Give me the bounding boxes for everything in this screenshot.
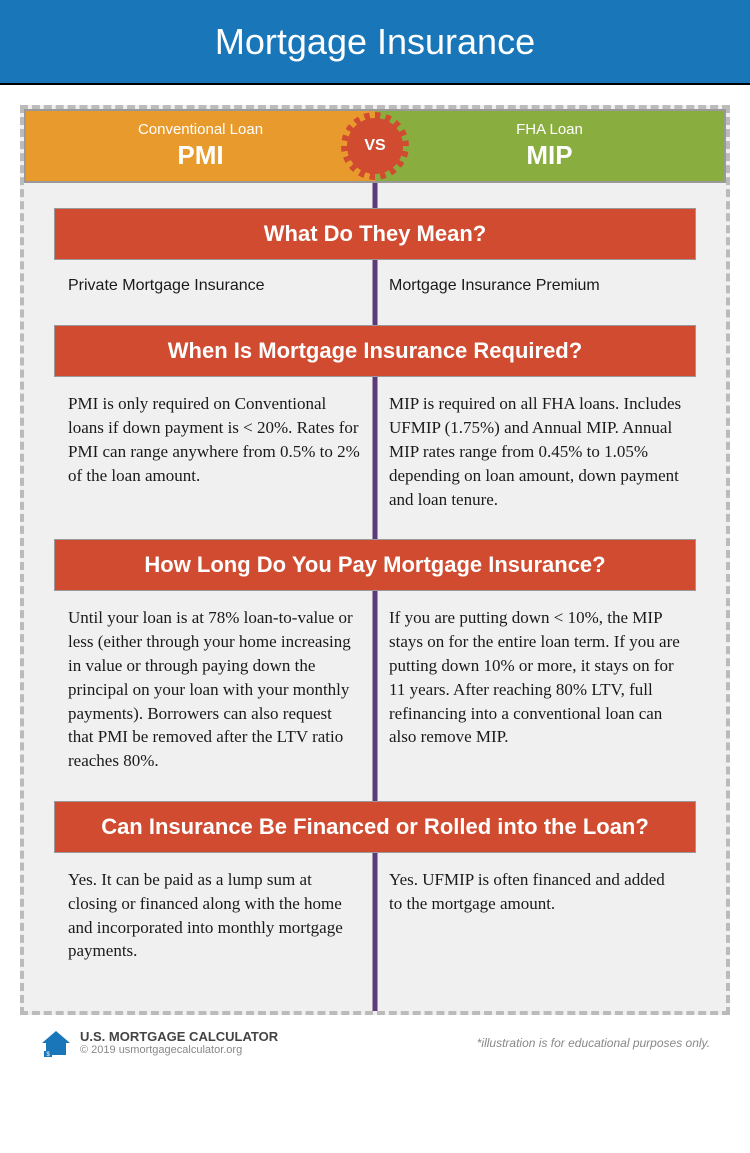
comparison-row: Private Mortgage InsuranceMortgage Insur… xyxy=(54,275,696,297)
section-title: Can Insurance Be Financed or Rolled into… xyxy=(54,801,696,853)
comparison-row: PMI is only required on Conventional loa… xyxy=(54,392,696,511)
left-cell: PMI is only required on Conventional loa… xyxy=(54,392,375,511)
footer: $ U.S. MORTGAGE CALCULATOR © 2019 usmort… xyxy=(20,1015,730,1067)
right-cell: MIP is required on all FHA loans. Includ… xyxy=(375,392,696,511)
footer-text: U.S. MORTGAGE CALCULATOR © 2019 usmortga… xyxy=(80,1029,278,1058)
right-loan-type: FHA Loan xyxy=(385,121,714,138)
section-title: How Long Do You Pay Mortgage Insurance? xyxy=(54,539,696,591)
footer-copyright: © 2019 usmortgagecalculator.org xyxy=(80,1044,278,1057)
comparison-row: Yes. It can be paid as a lump sum at clo… xyxy=(54,868,696,963)
comparison-box: Conventional Loan PMI FHA Loan MIP VS Wh… xyxy=(20,105,730,1015)
footer-brand: U.S. MORTGAGE CALCULATOR xyxy=(80,1029,278,1045)
left-loan-abbr: PMI xyxy=(36,140,365,171)
left-cell: Private Mortgage Insurance xyxy=(54,275,375,297)
vs-badge: VS xyxy=(347,118,403,174)
right-loan-abbr: MIP xyxy=(385,140,714,171)
mip-header: FHA Loan MIP xyxy=(375,111,724,181)
pmi-header: Conventional Loan PMI xyxy=(26,111,375,181)
section: How Long Do You Pay Mortgage Insurance? U… xyxy=(54,539,696,773)
left-cell: Until your loan is at 78% loan-to-value … xyxy=(54,606,375,773)
page-header: Mortgage Insurance xyxy=(0,0,750,85)
right-cell: Yes. UFMIP is often financed and added t… xyxy=(375,868,696,963)
footer-left: $ U.S. MORTGAGE CALCULATOR © 2019 usmort… xyxy=(40,1027,278,1059)
page-title: Mortgage Insurance xyxy=(215,21,535,63)
house-logo-icon: $ xyxy=(40,1027,72,1059)
comparison-row: Until your loan is at 78% loan-to-value … xyxy=(54,606,696,773)
right-cell: If you are putting down < 10%, the MIP s… xyxy=(375,606,696,773)
right-cell: Mortgage Insurance Premium xyxy=(375,275,696,297)
section: Can Insurance Be Financed or Rolled into… xyxy=(54,801,696,963)
main-container: Conventional Loan PMI FHA Loan MIP VS Wh… xyxy=(0,85,750,1087)
section-title: When Is Mortgage Insurance Required? xyxy=(54,325,696,377)
section-title: What Do They Mean? xyxy=(54,208,696,260)
left-loan-type: Conventional Loan xyxy=(36,121,365,138)
compare-header: Conventional Loan PMI FHA Loan MIP VS xyxy=(24,109,726,183)
sections-area: What Do They Mean? Private Mortgage Insur… xyxy=(24,183,726,1011)
footer-disclaimer: *illustration is for educational purpose… xyxy=(477,1036,710,1050)
section: What Do They Mean? Private Mortgage Insur… xyxy=(54,208,696,297)
left-cell: Yes. It can be paid as a lump sum at clo… xyxy=(54,868,375,963)
section: When Is Mortgage Insurance Required? PMI … xyxy=(54,325,696,511)
